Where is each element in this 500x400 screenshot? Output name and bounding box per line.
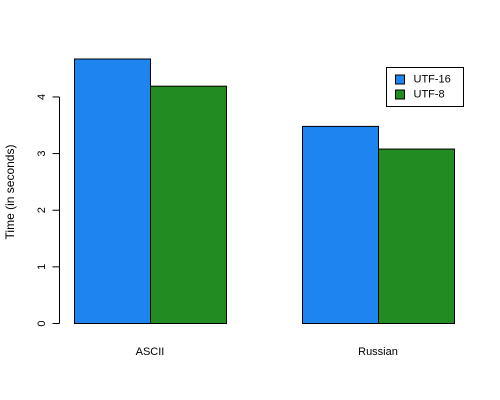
legend-label-utf-16: UTF-16 bbox=[414, 73, 451, 85]
x-tick-label: Russian bbox=[358, 346, 398, 358]
bar-ascii-utf-16 bbox=[74, 58, 151, 324]
legend-label-utf-8: UTF-8 bbox=[414, 88, 445, 100]
x-tick-label: ASCII bbox=[136, 346, 165, 358]
y-tick-label: 2 bbox=[36, 207, 48, 213]
y-axis: 0 1 2 3 4 bbox=[36, 94, 60, 327]
bar-russian-utf-16 bbox=[302, 125, 379, 325]
y-tick-label: 3 bbox=[36, 151, 48, 157]
legend-swatch-utf-16 bbox=[395, 74, 405, 85]
y-tick-label: 1 bbox=[36, 264, 48, 270]
legend-swatch-utf-8 bbox=[395, 89, 405, 100]
legend: UTF-16 UTF-8 bbox=[386, 67, 464, 107]
y-axis-label: Time (in seconds) bbox=[3, 145, 17, 240]
y-tick-label: 0 bbox=[36, 320, 48, 326]
bars bbox=[74, 58, 455, 325]
legend-box bbox=[386, 67, 464, 107]
bar-russian-utf-8 bbox=[378, 148, 455, 324]
bar-ascii-utf-8 bbox=[150, 85, 227, 324]
y-tick-label: 4 bbox=[36, 94, 48, 100]
x-axis-labels: ASCII Russian bbox=[136, 346, 398, 358]
